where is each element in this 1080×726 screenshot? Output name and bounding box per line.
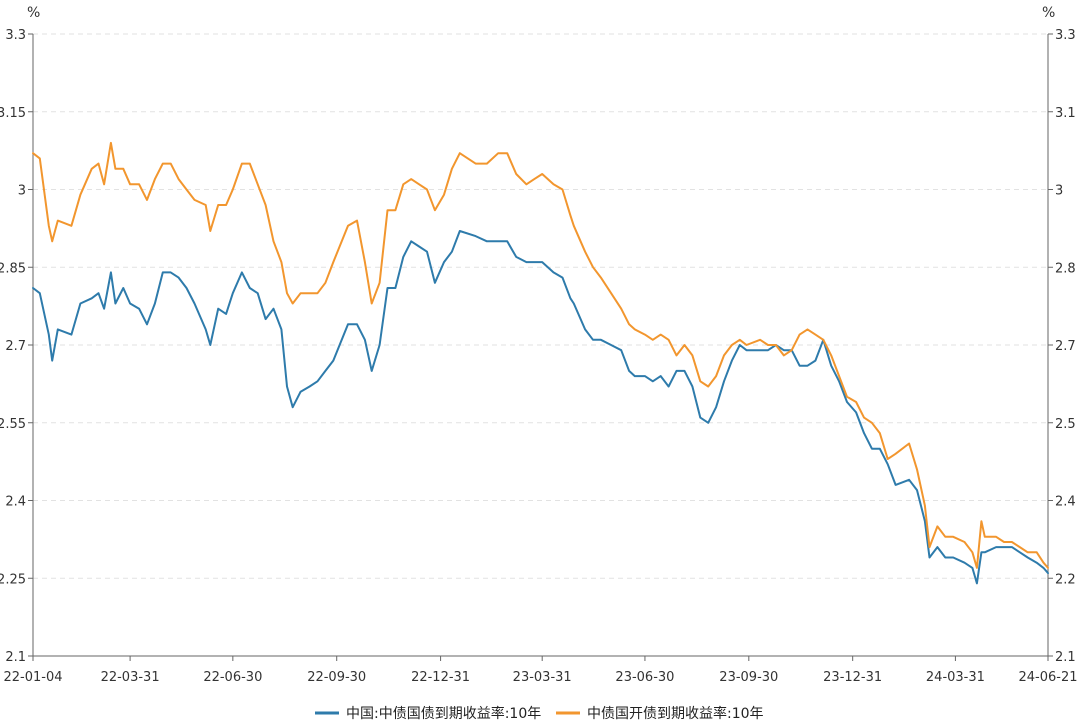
left-tick-label: 2.85 bbox=[0, 261, 26, 276]
axes: % % bbox=[27, 5, 1055, 657]
legend-label-series-1: 中国:中债国债到期收益率:10年 bbox=[346, 705, 541, 722]
x-tick-label: 23-09-30 bbox=[719, 670, 778, 685]
left-tick-label: 2.25 bbox=[0, 572, 26, 587]
right-tick-label: 2.4 bbox=[1055, 495, 1076, 510]
right-axis-ticks: 3.3 3.1 3 2.8 2.7 2.5 2.4 2.2 2.1 bbox=[1048, 28, 1076, 665]
left-tick-label: 2.7 bbox=[5, 339, 26, 354]
right-axis-unit: % bbox=[1042, 5, 1055, 21]
x-tick-label: 22-06-30 bbox=[203, 670, 262, 685]
right-tick-label: 3 bbox=[1055, 184, 1063, 199]
series-line-2 bbox=[32, 141, 1049, 569]
legend-label-series-2: 中债国开债到期收益率:10年 bbox=[587, 705, 764, 722]
x-tick-label: 23-03-31 bbox=[513, 670, 572, 685]
left-tick-label: 3.15 bbox=[0, 106, 26, 121]
series-lines bbox=[32, 141, 1049, 585]
legend-item-series-2[interactable]: 中债国开债到期收益率:10年 bbox=[556, 705, 764, 722]
x-tick-label: 23-12-31 bbox=[823, 670, 882, 685]
right-tick-label: 2.5 bbox=[1055, 417, 1076, 432]
x-tick-label: 24-03-31 bbox=[926, 670, 985, 685]
x-tick-label: 22-03-31 bbox=[101, 670, 160, 685]
right-tick-label: 3.1 bbox=[1055, 106, 1076, 121]
x-tick-label: 24-06-21 bbox=[1018, 670, 1077, 685]
x-axis-ticks: 22-01-04 22-03-31 22-06-30 22-09-30 22-12-31… bbox=[3, 656, 1078, 685]
left-tick-label: 3 bbox=[18, 184, 26, 199]
right-tick-label: 2.8 bbox=[1055, 261, 1076, 276]
right-tick-label: 2.7 bbox=[1055, 339, 1076, 354]
left-tick-label: 3.3 bbox=[5, 28, 26, 43]
x-tick-label: 22-01-04 bbox=[3, 670, 62, 685]
x-tick-label: 22-09-30 bbox=[307, 670, 366, 685]
right-tick-label: 2.2 bbox=[1055, 572, 1076, 587]
left-tick-label: 2.1 bbox=[5, 650, 26, 665]
legend: 中国:中债国债到期收益率:10年 中债国开债到期收益率:10年 bbox=[315, 705, 764, 722]
right-tick-label: 3.3 bbox=[1055, 28, 1076, 43]
x-tick-label: 23-06-30 bbox=[615, 670, 674, 685]
right-tick-label: 2.1 bbox=[1055, 650, 1076, 665]
left-axis-ticks: 3.3 3.15 3 2.85 2.7 2.55 2.4 2.25 2.1 bbox=[0, 28, 33, 665]
grid-lines bbox=[33, 33, 1048, 579]
left-axis-unit: % bbox=[27, 5, 40, 21]
left-tick-label: 2.4 bbox=[5, 495, 26, 510]
left-tick-label: 2.55 bbox=[0, 417, 26, 432]
series-line-1 bbox=[32, 230, 1049, 585]
legend-item-series-1[interactable]: 中国:中债国债到期收益率:10年 bbox=[315, 705, 541, 722]
x-tick-label: 22-12-31 bbox=[411, 670, 470, 685]
